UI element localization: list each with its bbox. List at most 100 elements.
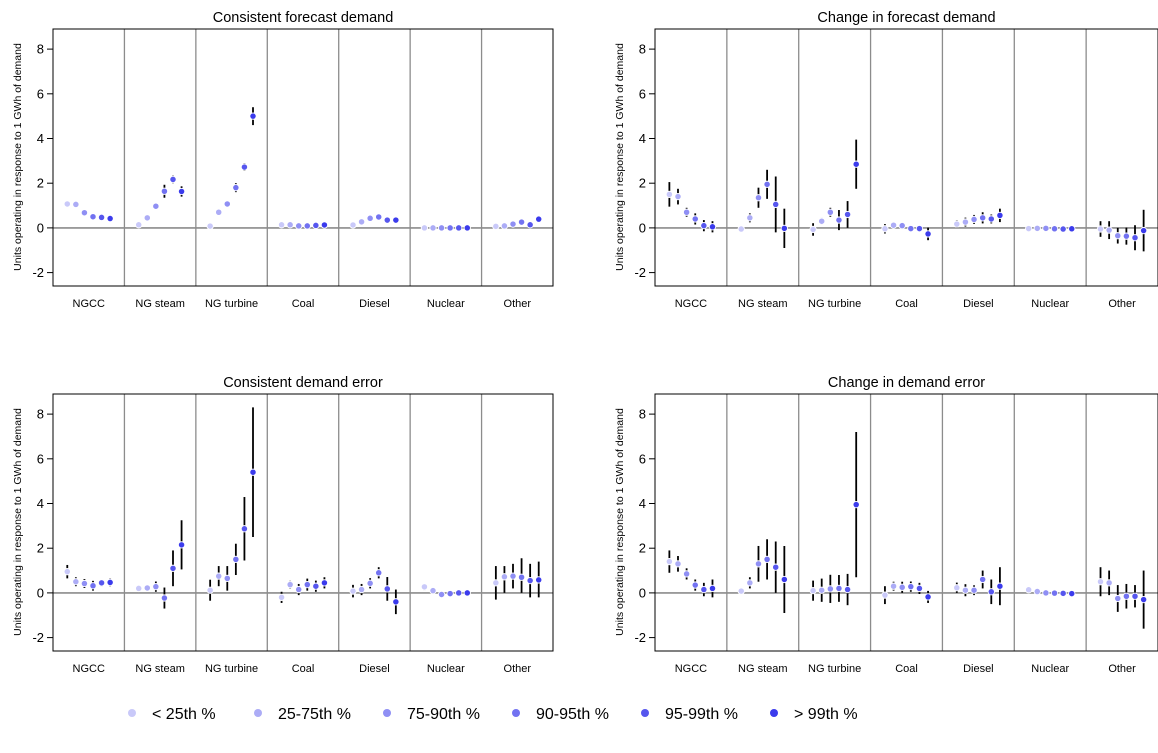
data-point [1059,589,1067,597]
data-point [852,160,860,168]
legend-swatch [254,709,262,717]
x-tick-label: NG turbine [205,663,258,675]
data-point [80,209,89,217]
y-tick-label: 6 [639,451,646,466]
data-point [708,584,717,593]
data-point [1139,595,1148,604]
legend-item: 90-95th % [512,706,609,723]
legend: < 25th % 25-75th % 75-90th % 90-95th % 95-99… [128,706,858,723]
x-tick-label: Coal [895,298,918,310]
legend-item: < 25th % [128,706,216,723]
data-point [420,224,429,232]
data-point [357,218,366,226]
data-point [375,213,383,221]
data-point [509,572,517,580]
data-point [63,568,71,576]
data-point [206,222,214,230]
data-point [700,222,708,230]
data-point [463,224,471,232]
data-point [177,541,186,549]
data-point [232,555,240,564]
data-point [206,586,214,594]
data-point [535,576,543,584]
data-point [889,582,898,590]
x-tick-label: Nuclear [427,298,465,310]
data-point [392,598,400,606]
data-point [455,589,463,597]
data-point [526,576,534,585]
data-point [286,580,294,589]
data-point [492,579,500,587]
x-tick-label: NGCC [675,663,707,675]
y-tick-label: 6 [639,86,646,101]
data-point [1068,225,1076,233]
data-point [674,192,682,201]
legend-label: 25-75th % [278,706,351,723]
data-point [665,557,674,566]
data-point [97,579,106,587]
chart-panel-1: Consistent forecast demand Units operatin… [12,10,554,310]
data-point [754,194,763,202]
legend-item: > 99th % [770,706,858,723]
data-point [970,586,978,594]
data-point [89,582,97,590]
data-point [835,584,843,593]
data-point [953,584,961,592]
y-tick-label: 0 [37,220,44,235]
data-point [809,225,817,234]
data-point [1131,592,1139,600]
data-point [152,582,160,591]
y-axis-label: Units operating in response to 1 GWh of … [12,43,24,271]
data-point [535,215,543,223]
data-point [1059,225,1067,233]
data-point [312,221,320,230]
data-point [303,580,311,589]
data-point [295,222,303,230]
data-point [826,585,834,593]
data-point [463,589,471,597]
data-point [500,222,509,230]
data-point [915,224,924,233]
data-point [1105,579,1113,587]
legend-item: 75-90th % [383,706,480,723]
data-point [80,579,89,588]
y-tick-label: 8 [639,407,646,422]
data-point [143,584,151,592]
y-tick-label: 0 [639,220,646,235]
data-point [169,175,177,184]
data-point [429,224,437,232]
data-point [746,579,754,587]
y-axis-label: Units operating in response to 1 GWh of … [614,43,626,271]
data-point [1096,225,1105,233]
y-tick-label: 8 [639,42,646,57]
y-axis-label: Units operating in response to 1 GWh of … [614,408,626,636]
data-point [737,225,745,233]
y-tick-label: -2 [32,265,44,280]
data-point [682,208,691,216]
y-tick-label: 0 [37,585,44,600]
data-point [665,190,674,199]
legend-item: 25-75th % [254,706,351,723]
data-point [987,588,995,596]
x-tick-label: NGCC [73,663,105,675]
data-point [737,587,745,595]
legend-label: 90-95th % [536,706,609,723]
data-point [249,468,257,476]
data-point [1096,578,1105,586]
data-point [961,218,970,226]
data-point [286,221,294,229]
data-point [383,216,391,224]
data-point [1139,226,1148,235]
data-point [89,213,97,221]
y-tick-label: 6 [37,451,44,466]
y-tick-label: 2 [37,541,44,556]
x-tick-label: NGCC [73,298,105,310]
data-point [1122,232,1131,240]
legend-swatch [641,709,649,717]
data-point [72,200,80,209]
legend-swatch [770,709,778,717]
data-point [996,211,1004,220]
data-point [691,581,699,589]
data-point [691,215,699,223]
